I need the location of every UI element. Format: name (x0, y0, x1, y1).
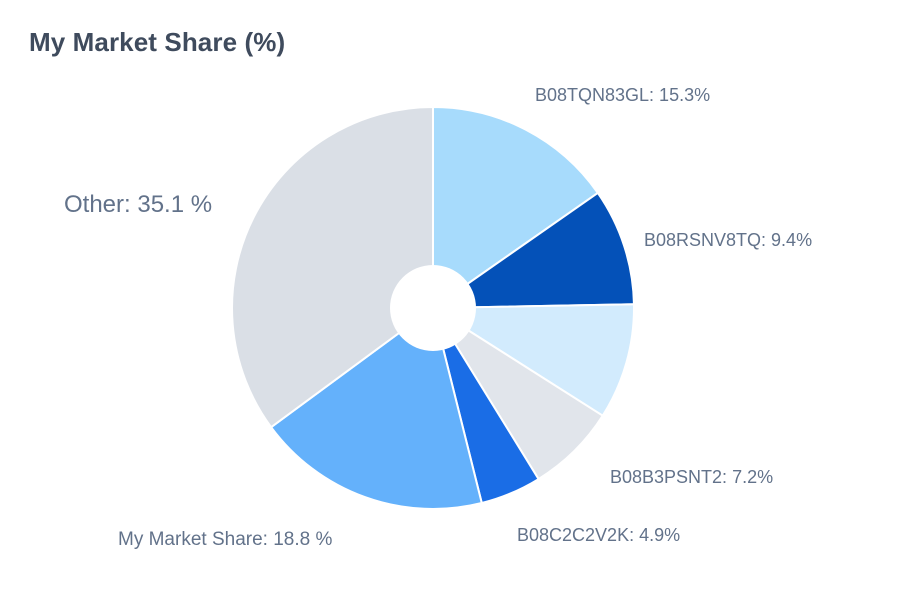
slice-label: B08TQN83GL: 15.3% (535, 85, 710, 105)
slice-label: My Market Share: 18.8 % (118, 529, 332, 550)
slice-label: B08C2C2V2K: 4.9% (517, 525, 680, 545)
pie-center-hole (390, 265, 476, 351)
pie-slice (231, 106, 434, 429)
slice-label: B08RSNV8TQ: 9.4% (644, 230, 812, 250)
pie-slice (432, 303, 635, 417)
slice-label: B08B3PSNT2: 7.2% (610, 467, 773, 487)
pie-slices (231, 106, 635, 510)
pie-slice (270, 307, 483, 510)
slice-label: Other: 35.1 % (64, 191, 212, 218)
pie-slice (432, 106, 599, 309)
pie-slice (432, 191, 635, 309)
pie-labels: B08TQN83GL: 15.3% B08RSNV8TQ: 9.4% B08B3PS… (64, 85, 812, 550)
chart-title: My Market Share (%) (29, 27, 286, 57)
